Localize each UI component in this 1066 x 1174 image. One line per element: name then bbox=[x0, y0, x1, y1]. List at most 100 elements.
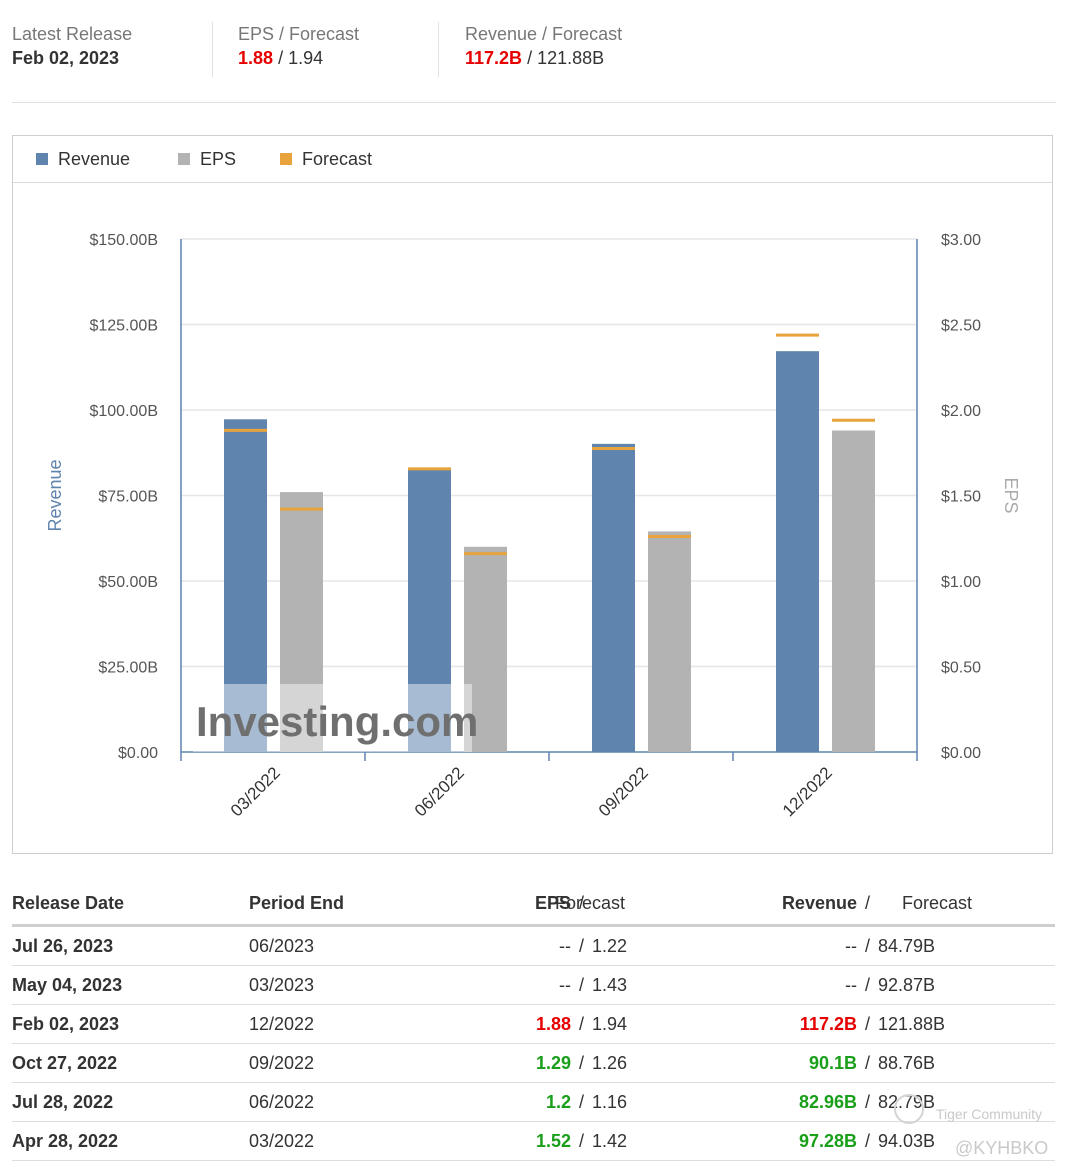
cell-eps-separator: / bbox=[578, 936, 584, 956]
table-row: Feb 02, 2023 12/2022 1.88 / 1.94 117.2B / 121.8… bbox=[12, 1005, 1055, 1044]
header-revenue-forecast[interactable]: Forecast bbox=[902, 893, 973, 913]
header-eps-group: EPS / bbox=[312, 884, 592, 922]
header-revenue-group: Revenue / bbox=[632, 884, 878, 922]
cell-period-end: 12/2022 bbox=[249, 1014, 315, 1034]
cell-revenue-forecast: 121.88B bbox=[878, 1014, 946, 1034]
y-left-tick-label: $150.00B bbox=[89, 232, 158, 249]
revenue-summary-block: Revenue / Forecast 117.2B / 121.88B bbox=[438, 22, 738, 77]
cell-eps-group: 1.29 / bbox=[312, 1044, 592, 1082]
revenue-summary-label: Revenue / Forecast bbox=[465, 24, 623, 44]
earnings-chart: $0.00 $0.00 $25.00B $0.50 $50.00B $1.00 $75.00… bbox=[45, 232, 1021, 820]
revenue-forecast-value: 121.88B bbox=[537, 48, 605, 68]
y-left-tick-label: $25.00B bbox=[98, 660, 158, 677]
cell-period-end: 06/2022 bbox=[249, 1092, 315, 1112]
cell-eps-group: 1.2 / bbox=[312, 1083, 592, 1121]
tiger-community-watermark: Tiger Community bbox=[936, 1106, 1043, 1122]
cell-revenue-forecast: 92.87B bbox=[878, 975, 936, 995]
revenue-bar bbox=[592, 443, 635, 752]
legend-swatch-forecast bbox=[280, 153, 292, 165]
y-right-tick-label: $0.00 bbox=[941, 745, 981, 762]
table-row: Apr 28, 2022 03/2022 1.52 / 1.42 97.28B / 94.03… bbox=[12, 1122, 1055, 1161]
revenue-bar bbox=[408, 468, 451, 752]
cell-revenue-group: 97.28B / bbox=[632, 1122, 878, 1160]
y-right-tick-label: $3.00 bbox=[941, 232, 981, 249]
x-tick-label: 03/2022 bbox=[227, 763, 284, 820]
earnings-summary: Latest Release Feb 02, 2023 EPS / Foreca… bbox=[12, 22, 1056, 103]
table-row: Oct 27, 2022 09/2022 1.29 / 1.26 90.1B / 88.76B bbox=[12, 1044, 1055, 1083]
cell-revenue: -- bbox=[844, 975, 857, 995]
y-left-tick-label: $50.00B bbox=[98, 574, 158, 591]
header-eps[interactable]: EPS bbox=[534, 893, 571, 913]
cell-eps: 1.88 bbox=[535, 1014, 571, 1034]
cell-eps-forecast: 1.42 bbox=[592, 1131, 628, 1151]
x-tick-label: 06/2022 bbox=[411, 763, 468, 820]
cell-eps-group: -- / bbox=[312, 927, 592, 965]
x-tick-label: 09/2022 bbox=[595, 763, 652, 820]
y-left-axis-title: Revenue bbox=[45, 459, 65, 531]
header-period-end[interactable]: Period End bbox=[249, 893, 345, 913]
cell-revenue: 90.1B bbox=[808, 1053, 857, 1073]
cell-eps-forecast: 1.94 bbox=[592, 1014, 628, 1034]
eps-summary-block: EPS / Forecast 1.88 / 1.94 bbox=[212, 22, 438, 77]
y-left-tick-label: $100.00B bbox=[89, 403, 158, 420]
header-release-date[interactable]: Release Date bbox=[12, 893, 125, 913]
cell-revenue: 117.2B bbox=[799, 1014, 857, 1034]
cell-revenue-forecast: 88.76B bbox=[878, 1053, 936, 1073]
cell-period-end: 09/2022 bbox=[249, 1053, 315, 1073]
latest-release-label: Latest Release bbox=[12, 24, 133, 44]
cell-eps-group: 1.88 / bbox=[312, 1005, 592, 1043]
latest-release-value: Feb 02, 2023 bbox=[12, 48, 120, 68]
legend-swatch-revenue bbox=[36, 153, 48, 165]
header-revenue-separator: / bbox=[864, 893, 870, 913]
header-revenue[interactable]: Revenue bbox=[781, 893, 857, 913]
cell-release-date: Feb 02, 2023 bbox=[12, 1014, 120, 1034]
legend-item-forecast[interactable]: Forecast bbox=[280, 148, 372, 170]
y-right-tick-label: $2.00 bbox=[941, 403, 981, 420]
legend-label-forecast: Forecast bbox=[302, 149, 373, 169]
cell-revenue-separator: / bbox=[864, 936, 870, 956]
y-right-tick-label: $1.00 bbox=[941, 574, 981, 591]
earnings-table: Release Date Period End EPS / Forecast Re… bbox=[12, 884, 1055, 1161]
cell-period-end: 06/2023 bbox=[249, 936, 315, 956]
cell-revenue: -- bbox=[844, 936, 857, 956]
y-right-tick-label: $1.50 bbox=[941, 489, 981, 506]
legend-item-eps[interactable]: EPS bbox=[178, 148, 236, 170]
table-header: Release Date Period End EPS / Forecast Re… bbox=[12, 884, 1055, 927]
y-right-axis-title: EPS bbox=[1001, 477, 1021, 513]
revenue-actual-value: 117.2B bbox=[465, 48, 523, 68]
revenue-bar bbox=[224, 419, 267, 752]
cell-eps: 1.52 bbox=[535, 1131, 571, 1151]
revenue-bar bbox=[776, 351, 819, 752]
cell-release-date: Jul 28, 2022 bbox=[12, 1092, 114, 1112]
cell-eps-forecast: 1.43 bbox=[592, 975, 628, 995]
cell-revenue-separator: / bbox=[864, 1014, 870, 1034]
cell-period-end: 03/2023 bbox=[249, 975, 315, 995]
cell-period-end: 03/2022 bbox=[249, 1131, 315, 1151]
header-eps-separator: / bbox=[578, 893, 584, 913]
cell-revenue-group: -- / bbox=[632, 927, 878, 965]
cell-release-date: Jul 26, 2023 bbox=[12, 936, 114, 956]
cell-eps: -- bbox=[558, 936, 571, 956]
chart-legend: Revenue EPS Forecast bbox=[13, 136, 1052, 183]
cell-revenue: 97.28B bbox=[798, 1131, 857, 1151]
table-body: Jul 26, 2023 06/2023 -- / 1.22 -- / 84.79B May 0… bbox=[12, 927, 1055, 1161]
cell-revenue-separator: / bbox=[864, 975, 870, 995]
cell-eps-separator: / bbox=[578, 1053, 584, 1073]
cell-revenue-group: 82.96B / bbox=[632, 1083, 878, 1121]
x-tick-label: 12/2022 bbox=[779, 763, 836, 820]
cell-eps: -- bbox=[558, 975, 571, 995]
cell-revenue: 82.96B bbox=[798, 1092, 857, 1112]
cell-eps-forecast: 1.16 bbox=[592, 1092, 628, 1112]
legend-swatch-eps bbox=[178, 153, 190, 165]
watermark-backdrop bbox=[193, 684, 472, 752]
table-row: Jul 26, 2023 06/2023 -- / 1.22 -- / 84.79B bbox=[12, 927, 1055, 966]
cell-revenue-forecast: 84.79B bbox=[878, 936, 936, 956]
y-left-tick-label: $125.00B bbox=[89, 318, 158, 335]
legend-item-revenue[interactable]: Revenue bbox=[36, 148, 130, 170]
cell-eps: 1.29 bbox=[535, 1053, 571, 1073]
cell-release-date: May 04, 2023 bbox=[12, 975, 123, 995]
header-eps-forecast[interactable]: Forecast bbox=[555, 893, 626, 913]
y-left-tick-label: $0.00 bbox=[118, 745, 158, 762]
cell-revenue-separator: / bbox=[864, 1092, 870, 1112]
earnings-chart-panel: Revenue EPS Forecast $0.00 $0.00 $25.00B $0… bbox=[12, 135, 1053, 854]
